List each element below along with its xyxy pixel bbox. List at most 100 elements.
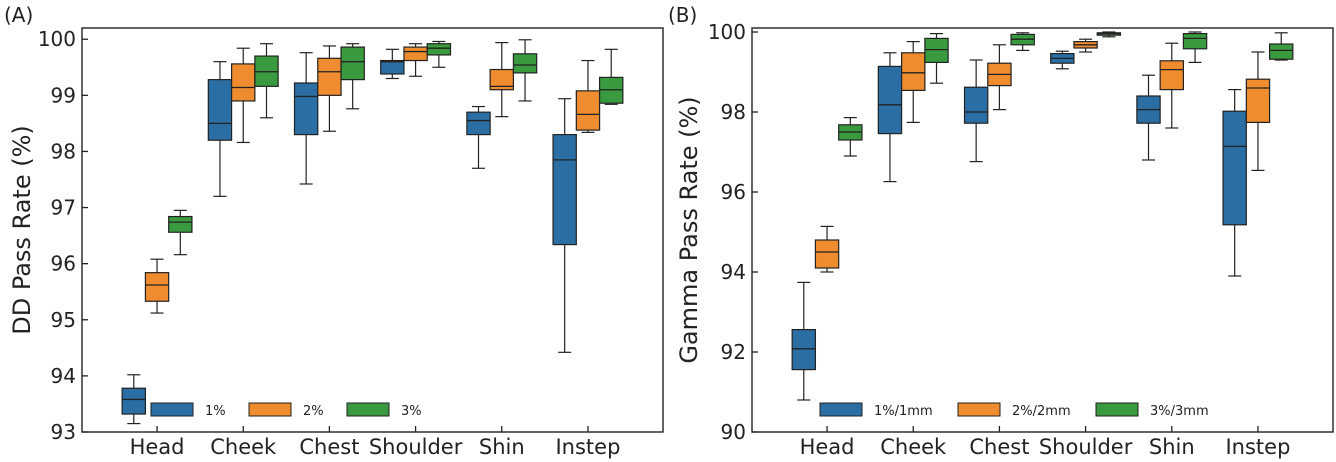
- box-iqr: [512, 53, 538, 74]
- legend-item-1: 1%/1mm: [819, 402, 933, 419]
- legend-swatch: [819, 402, 863, 417]
- y-axis-label: Gamma Pass Rate (%): [675, 96, 703, 363]
- y-tick-label: 98: [51, 139, 76, 163]
- y-tick-label: 94: [721, 260, 746, 284]
- box-cheek-3: [254, 43, 279, 119]
- box-instep-3: [598, 48, 624, 105]
- x-tick-label: Chest: [299, 435, 359, 459]
- box-head-1: [791, 281, 817, 401]
- box-instep-3: [1268, 32, 1294, 61]
- legend-label: 1%/1mm: [874, 404, 933, 419]
- legend-label: 3%: [401, 404, 422, 419]
- box-shoulder-1: [1050, 50, 1075, 70]
- x-tick-label: Cheek: [210, 435, 277, 459]
- legend-item-2: 2%: [248, 402, 324, 419]
- x-tick-label: Shoulder: [369, 435, 463, 459]
- box-iqr: [121, 387, 147, 415]
- legend-item-1: 1%: [150, 402, 226, 419]
- box-shoulder-2: [403, 43, 428, 77]
- box-shoulder-3: [426, 40, 452, 68]
- x-tick-label: Shoulder: [1039, 435, 1133, 459]
- box-iqr: [293, 82, 319, 136]
- box-head-2: [144, 258, 170, 314]
- box-iqr: [144, 272, 170, 302]
- y-tick-label: 99: [51, 83, 76, 107]
- box-chest-1: [293, 52, 319, 185]
- x-tick-label: Instep: [555, 435, 620, 459]
- box-chest-2: [317, 45, 342, 132]
- x-tick-label: Chest: [969, 435, 1029, 459]
- box-iqr: [317, 57, 342, 96]
- box-shin-2: [1159, 42, 1185, 129]
- y-tick-label: 96: [51, 252, 76, 276]
- box-instep-2: [1245, 51, 1271, 171]
- x-tick-label: Head: [800, 435, 855, 459]
- box-head-1: [121, 374, 147, 425]
- box-shin-3: [512, 39, 538, 102]
- box-iqr: [403, 46, 428, 62]
- chart-panel-2: (B) Gamma Pass Rate (%) 90 92 94 96 98 100 Head C…: [668, 3, 1334, 459]
- legend-swatch: [957, 402, 1001, 417]
- box-cheek-2: [900, 40, 926, 124]
- box-iqr: [791, 329, 817, 371]
- legend-swatch: [346, 402, 390, 417]
- y-tick-label: 90: [721, 420, 746, 444]
- plot-frame: [751, 27, 1334, 433]
- box-shin-3: [1182, 31, 1208, 64]
- box-iqr: [963, 86, 989, 124]
- box-cheek-3: [924, 32, 949, 84]
- y-tick-label: 96: [721, 180, 746, 204]
- box-head-3: [838, 116, 863, 157]
- x-tick-label: Shin: [479, 435, 525, 459]
- y-axis-label: DD Pass Rate (%): [8, 125, 36, 335]
- y-tick-label: 93: [51, 420, 76, 444]
- box-shoulder-2: [1073, 38, 1098, 53]
- box-iqr: [900, 52, 926, 91]
- panel-label: (A): [4, 3, 33, 27]
- legend-swatch: [248, 402, 292, 417]
- box-iqr: [230, 63, 256, 102]
- box-iqr: [552, 134, 577, 246]
- box-instep-1: [1222, 88, 1247, 277]
- chart-panel-1: (A) DD Pass Rate (%) 93 94 95 96 97 98 99 100 Head…: [4, 3, 664, 459]
- panel-label: (B): [668, 3, 697, 27]
- legend-label: 3%/3mm: [1150, 404, 1209, 419]
- legend-label: 2%/2mm: [1012, 404, 1071, 419]
- box-iqr: [207, 79, 233, 141]
- box-chest-2: [987, 44, 1012, 111]
- box-chest-1: [963, 59, 989, 163]
- box-shin-2: [489, 41, 515, 118]
- legend-item-3: 3%: [346, 402, 422, 419]
- y-tick-label: 94: [51, 364, 76, 388]
- box-iqr: [340, 46, 365, 81]
- box-instep-1: [552, 98, 577, 353]
- box-iqr: [1268, 43, 1294, 60]
- plot-frame: [81, 27, 664, 433]
- box-chest-3: [340, 43, 365, 110]
- box-iqr: [1159, 60, 1185, 91]
- legend-item-3: 3%/3mm: [1095, 402, 1209, 419]
- legend-label: 2%: [303, 404, 324, 419]
- box-iqr: [489, 68, 515, 91]
- box-instep-2: [575, 59, 601, 133]
- box-iqr: [1222, 110, 1247, 226]
- box-shoulder-3: [1096, 31, 1122, 38]
- y-tick-label: 97: [51, 196, 76, 220]
- y-tick-label: 92: [721, 340, 746, 364]
- box-iqr: [1245, 78, 1271, 123]
- box-head-3: [168, 209, 193, 256]
- box-chest-3: [1010, 32, 1035, 52]
- box-iqr: [466, 111, 491, 136]
- legend-label: 1%: [205, 404, 226, 419]
- box-head-2: [814, 225, 840, 273]
- box-iqr: [575, 90, 601, 131]
- box-iqr: [924, 37, 949, 64]
- x-tick-label: Head: [130, 435, 185, 459]
- legend-swatch: [150, 402, 194, 417]
- x-tick-label: Shin: [1149, 435, 1195, 459]
- x-tick-label: Cheek: [880, 435, 947, 459]
- y-tick-label: 98: [721, 100, 746, 124]
- box-cheek-2: [230, 47, 256, 144]
- box-shin-1: [466, 105, 491, 169]
